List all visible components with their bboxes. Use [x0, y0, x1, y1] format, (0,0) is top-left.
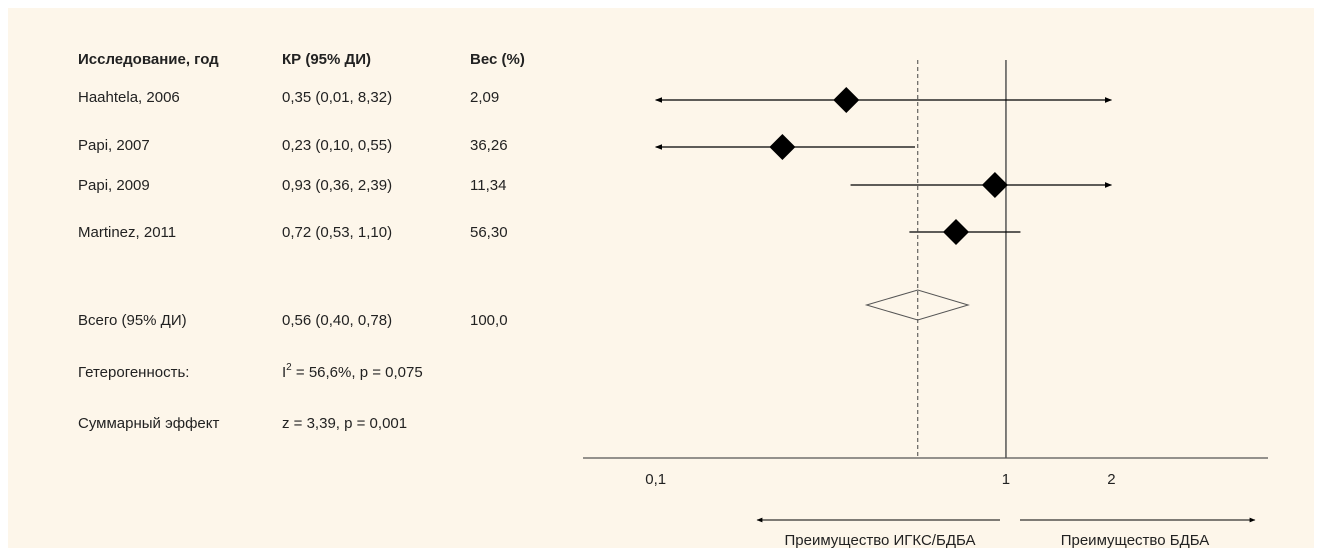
study-ci-label: 0,93 (0,36, 2,39) [282, 177, 392, 194]
favours-right: Преимущество БДБА [1061, 532, 1210, 549]
favours-left: Преимущество ИГКС/БДБА [784, 532, 975, 549]
study-name: Papi, 2009 [78, 177, 150, 194]
study-weight: 56,30 [470, 224, 508, 241]
study-weight: 11,34 [470, 177, 506, 194]
panel [8, 8, 1314, 548]
study-weight: 2,09 [470, 89, 499, 106]
stat-rest: = 56,6%, p = 0,075 [292, 364, 423, 381]
x-tick-label: 1 [1002, 471, 1010, 488]
total-name: Всего (95% ДИ) [78, 312, 187, 329]
x-tick-label: 0,1 [645, 471, 666, 488]
heterogeneity-label: Гетерогенность: [78, 364, 189, 381]
column-header: КР (95% ДИ) [282, 51, 371, 68]
study-ci-label: 0,72 (0,53, 1,10) [282, 224, 392, 241]
total-weight: 100,0 [470, 312, 508, 329]
stat: I [282, 364, 286, 381]
estimate-marker [981, 172, 1008, 198]
total-ci-label: 0,56 (0,40, 0,78) [282, 312, 392, 329]
estimate-marker [942, 219, 969, 245]
column-header: Исследование, год [78, 51, 219, 68]
estimate-marker [833, 87, 860, 113]
column-header: Вес (%) [470, 51, 525, 68]
study-name: Haahtela, 2006 [78, 89, 180, 106]
x-tick-label: 2 [1107, 471, 1115, 488]
heterogeneity-stat: I2 = 56,6%, p = 0,075 [282, 362, 423, 381]
study-name: Martinez, 2011 [78, 224, 176, 241]
study-ci-label: 0,23 (0,10, 0,55) [282, 137, 392, 154]
superscript: 2 [286, 362, 292, 373]
study-ci-label: 0,35 (0,01, 8,32) [282, 89, 392, 106]
overall-effect-text: z = 3,39, p = 0,001 [282, 415, 407, 432]
study-weight: 36,26 [470, 137, 508, 154]
pooled-diamond [864, 289, 970, 321]
overall-effect-label: Суммарный эффект [78, 415, 219, 432]
estimate-marker [769, 134, 796, 160]
study-name: Papi, 2007 [78, 137, 150, 154]
